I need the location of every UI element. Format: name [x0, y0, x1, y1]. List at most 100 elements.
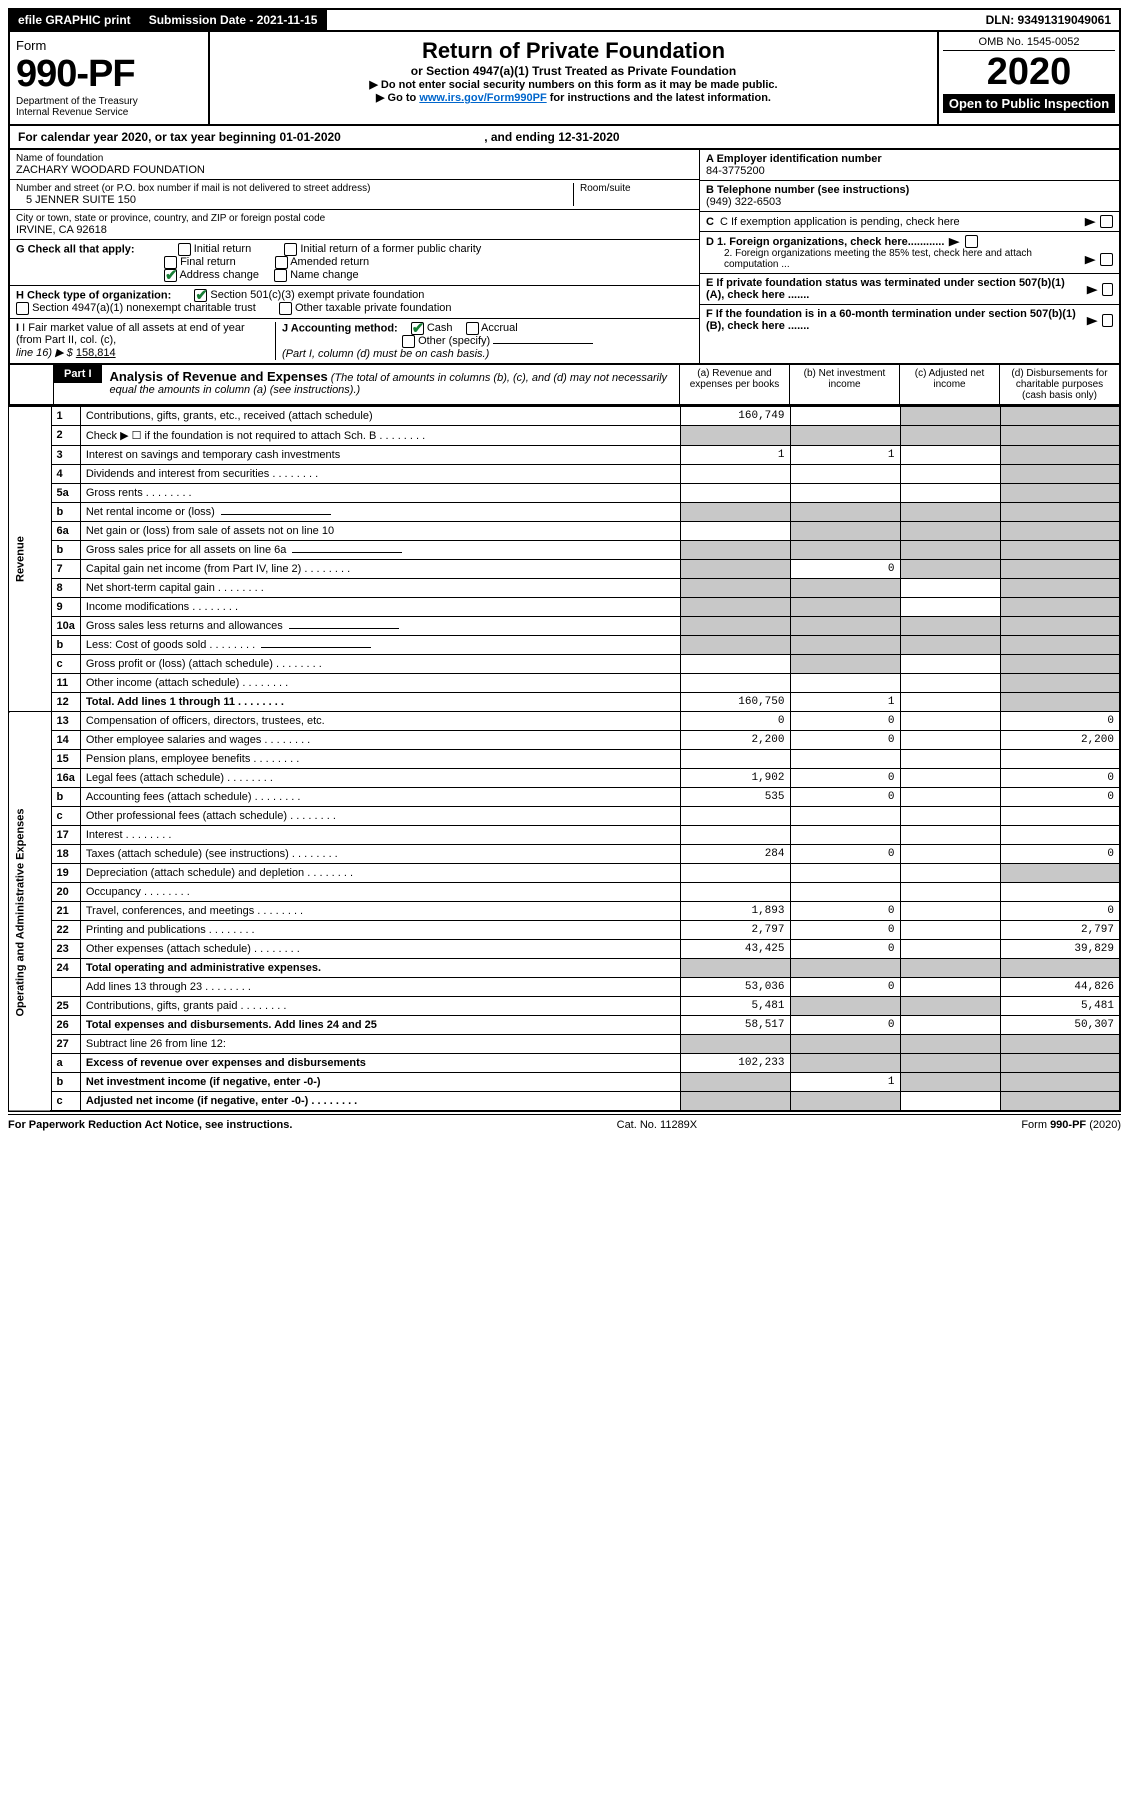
- line-description: Contributions, gifts, grants paid . . . …: [80, 997, 680, 1016]
- j-note: (Part I, column (d) must be on cash basi…: [282, 348, 489, 360]
- chk-accrual[interactable]: [466, 322, 479, 335]
- line-description: Gross profit or (loss) (attach schedule)…: [80, 655, 680, 674]
- entity-info: Name of foundation ZACHARY WOODARD FOUND…: [8, 150, 1121, 365]
- topbar: efile GRAPHIC print Submission Date - 20…: [8, 8, 1121, 32]
- expenses-side-label: Operating and Administrative Expenses: [9, 712, 51, 1112]
- table-row: 11Other income (attach schedule) . . . .…: [9, 674, 1120, 693]
- i-label: I Fair market value of all assets at end…: [16, 322, 245, 346]
- line-description: Dividends and interest from securities .…: [80, 465, 680, 484]
- table-row: 16aLegal fees (attach schedule) . . . . …: [9, 769, 1120, 788]
- revenue-side-label: Revenue: [9, 407, 51, 712]
- e-label: E If private foundation status was termi…: [706, 277, 1082, 301]
- form-number: 990-PF: [16, 53, 202, 96]
- line-description: Net short-term capital gain . . . . . . …: [80, 579, 680, 598]
- line-number: b: [51, 503, 80, 522]
- form990pf-link[interactable]: www.irs.gov/Form990PF: [419, 92, 546, 104]
- addr-label: Number and street (or P.O. box number if…: [16, 183, 573, 194]
- chk-other-method[interactable]: [402, 335, 415, 348]
- part1-table: Revenue1Contributions, gifts, grants, et…: [8, 406, 1121, 1112]
- line-description: Gross rents . . . . . . . .: [80, 484, 680, 503]
- form-note-1: ▶ Do not enter social security numbers o…: [216, 78, 931, 91]
- chk-initial-return[interactable]: [178, 243, 191, 256]
- chk-60month[interactable]: [1102, 314, 1113, 327]
- line-description: Income modifications . . . . . . . .: [80, 598, 680, 617]
- line-number: 13: [51, 712, 80, 731]
- table-row: 18Taxes (attach schedule) (see instructi…: [9, 845, 1120, 864]
- table-row: Operating and Administrative Expenses13C…: [9, 712, 1120, 731]
- line-number: 17: [51, 826, 80, 845]
- d1-label: D 1. Foreign organizations, check here..…: [706, 236, 944, 248]
- form-title: Return of Private Foundation: [216, 38, 931, 64]
- line-number: [51, 978, 80, 997]
- chk-85pct[interactable]: [1100, 253, 1113, 266]
- ein-label: A Employer identification number: [706, 153, 1113, 165]
- foundation-name: ZACHARY WOODARD FOUNDATION: [16, 164, 693, 176]
- chk-501c3[interactable]: [194, 289, 207, 302]
- f-label: F If the foundation is in a 60-month ter…: [706, 308, 1082, 332]
- line-description: Accounting fees (attach schedule) . . . …: [80, 788, 680, 807]
- line-description: Other income (attach schedule) . . . . .…: [80, 674, 680, 693]
- line-number: 16a: [51, 769, 80, 788]
- col-c-head: (c) Adjusted net income: [899, 365, 999, 404]
- table-row: 19Depreciation (attach schedule) and dep…: [9, 864, 1120, 883]
- phone-label: B Telephone number (see instructions): [706, 184, 1113, 196]
- room-label: Room/suite: [580, 183, 693, 194]
- line-number: 1: [51, 407, 80, 426]
- line-description: Depreciation (attach schedule) and deple…: [80, 864, 680, 883]
- h-label: H Check type of organization:: [16, 289, 171, 301]
- line-description: Capital gain net income (from Part IV, l…: [80, 560, 680, 579]
- table-row: 2Check ▶ ☐ if the foundation is not requ…: [9, 426, 1120, 446]
- dln: DLN: 93491319049061: [978, 10, 1119, 30]
- col-b-head: (b) Net investment income: [789, 365, 899, 404]
- line-number: b: [51, 1073, 80, 1092]
- footer-right: Form 990-PF (2020): [1021, 1119, 1121, 1131]
- line-description: Less: Cost of goods sold . . . . . . . .: [80, 636, 680, 655]
- chk-name-change[interactable]: [274, 269, 287, 282]
- line-number: 5a: [51, 484, 80, 503]
- chk-address-change[interactable]: [164, 269, 177, 282]
- line-description: Legal fees (attach schedule) . . . . . .…: [80, 769, 680, 788]
- form-label: Form: [16, 38, 202, 53]
- line-number: 8: [51, 579, 80, 598]
- dept-2: Internal Revenue Service: [16, 107, 202, 118]
- part1-header: Part I Analysis of Revenue and Expenses …: [8, 365, 1121, 406]
- part1-title: Analysis of Revenue and Expenses: [110, 369, 328, 384]
- table-row: 10aGross sales less returns and allowanc…: [9, 617, 1120, 636]
- page-footer: For Paperwork Reduction Act Notice, see …: [8, 1114, 1121, 1131]
- chk-foreign-org[interactable]: [965, 235, 978, 248]
- chk-status-terminated[interactable]: [1102, 283, 1113, 296]
- city-label: City or town, state or province, country…: [16, 213, 693, 224]
- line-number: 20: [51, 883, 80, 902]
- line-number: a: [51, 1054, 80, 1073]
- chk-exemption-pending[interactable]: [1100, 215, 1113, 228]
- chk-amended-return[interactable]: [275, 256, 288, 269]
- line-description: Gross sales price for all assets on line…: [80, 541, 680, 560]
- table-row: 21Travel, conferences, and meetings . . …: [9, 902, 1120, 921]
- table-row: 5aGross rents . . . . . . . .: [9, 484, 1120, 503]
- line-description: Check ▶ ☐ if the foundation is not requi…: [80, 426, 680, 446]
- line-description: Gross sales less returns and allowances: [80, 617, 680, 636]
- table-row: 4Dividends and interest from securities …: [9, 465, 1120, 484]
- line-description: Net investment income (if negative, ente…: [80, 1073, 680, 1092]
- line-number: 22: [51, 921, 80, 940]
- form-header: Form 990-PF Department of the Treasury I…: [8, 32, 1121, 126]
- c-label: C If exemption application is pending, c…: [720, 216, 1080, 228]
- j-label: J Accounting method:: [282, 322, 398, 334]
- line-number: 4: [51, 465, 80, 484]
- table-row: Add lines 13 through 23 . . . . . . . .5…: [9, 978, 1120, 997]
- line-number: 2: [51, 426, 80, 446]
- line-number: 26: [51, 1016, 80, 1035]
- line-number: 27: [51, 1035, 80, 1054]
- table-row: bNet rental income or (loss): [9, 503, 1120, 522]
- chk-4947a1[interactable]: [16, 302, 29, 315]
- line-description: Total. Add lines 1 through 11 . . . . . …: [80, 693, 680, 712]
- tax-year: 2020: [943, 51, 1115, 94]
- chk-initial-public[interactable]: [284, 243, 297, 256]
- chk-other-taxable[interactable]: [279, 302, 292, 315]
- line-number: 3: [51, 446, 80, 465]
- chk-cash[interactable]: [411, 322, 424, 335]
- year-end: 12-31-2020: [558, 130, 619, 144]
- table-row: 20Occupancy . . . . . . . .: [9, 883, 1120, 902]
- line-description: Excess of revenue over expenses and disb…: [80, 1054, 680, 1073]
- footer-mid: Cat. No. 11289X: [617, 1119, 698, 1131]
